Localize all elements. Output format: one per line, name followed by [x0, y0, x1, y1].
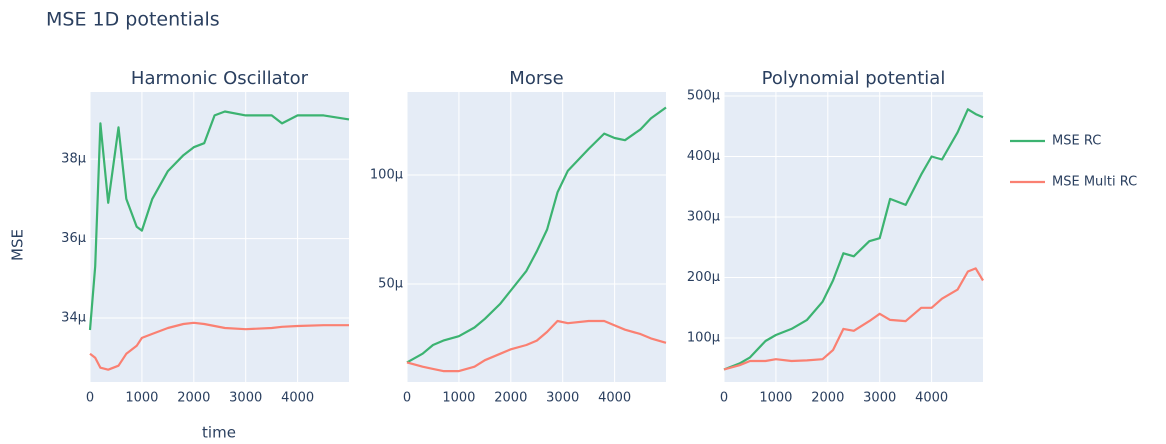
x-tick-label: 3000 — [546, 391, 579, 406]
x-tick-label: 3000 — [863, 391, 896, 406]
x-tick-label: 4000 — [915, 391, 948, 406]
subplot-title: Morse — [509, 68, 563, 89]
x-axis-label: time — [202, 424, 236, 442]
series-line — [723, 108, 984, 371]
plot-background — [407, 92, 666, 382]
figure-title: MSE 1D potentials — [46, 9, 220, 31]
series-line — [88, 110, 350, 331]
y-tick-label: 38µ — [61, 152, 86, 167]
series-line — [406, 106, 667, 364]
series-line — [723, 267, 984, 371]
subplot-title: Harmonic Oscillator — [131, 68, 309, 89]
legend-label: MSE Multi RC — [1052, 175, 1137, 190]
y-tick-label: 34µ — [61, 311, 86, 326]
x-tick-label: 1000 — [125, 391, 158, 406]
y-tick-label: 100µ — [687, 331, 720, 346]
y-tick-label: 50µ — [378, 276, 403, 291]
x-tick-label: 2000 — [811, 391, 844, 406]
y-tick-label: 300µ — [687, 210, 720, 225]
x-tick-label: 1000 — [759, 391, 792, 406]
y-tick-label: 200µ — [687, 270, 720, 285]
y-tick-label: 500µ — [687, 88, 720, 103]
plot-background — [724, 92, 983, 382]
x-tick-label: 3000 — [229, 391, 262, 406]
plot-background — [90, 92, 349, 382]
x-tick-label: 0 — [403, 391, 411, 406]
x-tick-label: 0 — [86, 391, 94, 406]
y-axis-label: MSE — [9, 229, 27, 261]
series-line — [406, 319, 667, 373]
subplot-title: Polynomial potential — [762, 68, 946, 89]
y-tick-label: 400µ — [687, 149, 720, 164]
series-line — [89, 321, 349, 371]
x-tick-label: 1000 — [442, 391, 475, 406]
x-tick-label: 0 — [720, 391, 728, 406]
x-tick-label: 4000 — [281, 391, 314, 406]
y-tick-label: 36µ — [61, 231, 86, 246]
y-tick-label: 100µ — [370, 168, 403, 183]
x-tick-label: 2000 — [177, 391, 210, 406]
x-tick-label: 4000 — [598, 391, 631, 406]
x-tick-label: 2000 — [494, 391, 527, 406]
legend-label: MSE RC — [1052, 134, 1101, 149]
